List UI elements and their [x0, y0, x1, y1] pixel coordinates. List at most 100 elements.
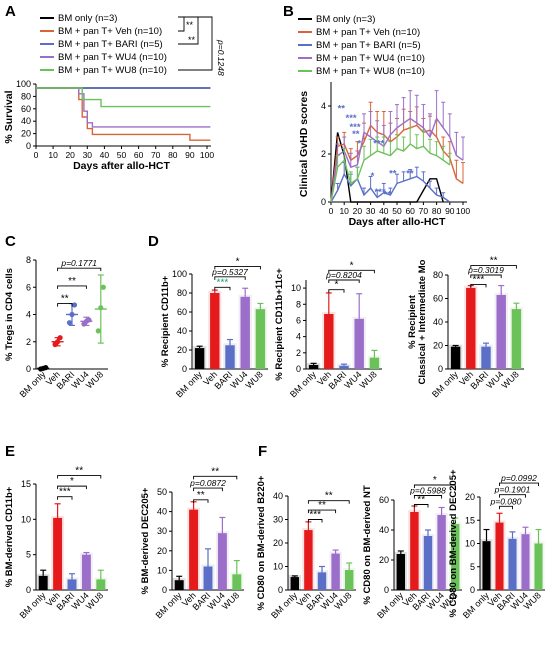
panel-c-ytick-label: 6 — [26, 282, 31, 292]
panel-f3-ytick-label: 0 — [470, 585, 475, 595]
panel-d3-bar-veh — [466, 287, 476, 369]
panel-d3-sig-label: ** — [490, 256, 498, 267]
panel-e2-ytick-label: 20 — [157, 546, 167, 556]
panel-d2-category-label: BM only — [288, 369, 318, 399]
panel-d2-sig-label: p=0.8204 — [325, 270, 362, 280]
panel-f3-sig-bracket — [499, 494, 526, 498]
panel-d1-sig-bracket — [214, 286, 231, 291]
panel-a-xtick-label: 30 — [83, 150, 93, 160]
panel-d1-ylabel-line: % Recipient CD11b+ — [160, 275, 171, 367]
panel-e1-bar-veh — [53, 517, 63, 590]
panel-b-xlabel: Days after allo-HCT — [349, 216, 446, 228]
panel-a-xtick-label: 100 — [200, 150, 214, 160]
panel-f2-sig-bracket — [413, 504, 429, 508]
panel-b-xtick-label: 0 — [329, 206, 334, 216]
panel-letter-b: B — [283, 3, 294, 20]
panel-f2-bar-bm — [396, 554, 406, 590]
panel-f3-bar-bm — [482, 541, 491, 590]
panel-b-xtick-label: 20 — [353, 206, 363, 216]
panel-b-xtick-label: 70 — [419, 206, 429, 216]
panel-d2-bar-wu8 — [369, 357, 380, 369]
panel-b-sig-star: *** — [349, 122, 360, 133]
panel-a-legend-entry-bari: BM + pan T+ BARI (n=5) — [58, 39, 163, 50]
panel-f2-ytick-label: 40 — [379, 525, 389, 535]
panel-a-xtick-label: 10 — [48, 150, 58, 160]
panel-b-sig-star: ** — [338, 104, 346, 115]
panel-d1-ytick-label: 60 — [177, 307, 187, 317]
panel-e1-sig-bracket — [57, 475, 102, 479]
panel-c-category-label: WU8 — [84, 369, 105, 390]
panel-d1-sig-label: *** — [217, 277, 229, 288]
panel-f2-ytick-label: 60 — [379, 495, 389, 505]
panel-e2-bar-wu4 — [217, 533, 227, 590]
panel-letter-c: C — [5, 233, 16, 250]
panel-f1-sig-label: *** — [309, 510, 321, 521]
panel-f1-category-label: BM only — [269, 590, 299, 620]
panel-d1-ylabel: % Recipient CD11b+ — [160, 275, 171, 367]
panel-a-legend-entry-veh: BM + pan T+ Veh (n=10) — [58, 26, 162, 37]
panel-letter-a: A — [5, 3, 16, 20]
panel-a-ytick-label: 0 — [26, 141, 31, 151]
panel-e2-bar-wu8 — [232, 574, 242, 590]
panel-c-point-wu8 — [100, 284, 106, 290]
panel-f3-category-label: BM only — [461, 590, 491, 620]
panel-e1-category-label: BM only — [18, 590, 48, 620]
panel-b-sig-star: *** — [346, 113, 357, 124]
panel-a-xtick-label: 20 — [65, 150, 75, 160]
panel-b-xtick-label: 10 — [339, 206, 349, 216]
panel-d3-ytick-label: 60 — [433, 294, 443, 304]
panel-b-legend-entry-wu4: BM + pan T+ WU4 (n=10) — [316, 53, 425, 64]
panel-e1-ytick-label: 15 — [21, 479, 31, 489]
panel-f2-sig-bracket — [413, 484, 456, 488]
panel-e1-bar-wu8 — [96, 579, 106, 590]
panel-c-point-wu8 — [95, 328, 101, 334]
panel-a-legend-entry-wu8: BM + pan T+ WU8 (n=10) — [58, 65, 167, 76]
panel-e2-ytick-label: 30 — [157, 526, 167, 536]
panel-d1-ytick-label: 40 — [177, 326, 187, 336]
panel-d2-ytick-label: 10 — [291, 283, 301, 293]
panel-c-sig-label: p=0.1771 — [60, 258, 97, 268]
panel-c-point-bari — [66, 320, 73, 326]
panel-f1-ytick-label: 20 — [273, 538, 283, 548]
panel-e2-sig-bracket — [193, 475, 238, 480]
panel-e2-bar-veh — [189, 509, 199, 590]
panel-c-point-wu4 — [86, 317, 92, 323]
panel-d2-bar-bm — [308, 364, 319, 369]
panel-a-ytick-label: 20 — [21, 129, 31, 139]
panel-b-ylabel: Clinical GvHD scores — [298, 91, 310, 197]
panel-d3-ytick-label: 40 — [433, 317, 443, 327]
panel-b-legend-entry-wu8: BM + pan T+ WU8 (n=10) — [316, 66, 425, 77]
panel-f1-bar-wu4 — [331, 553, 340, 590]
panel-d3-category-label: WU8 — [500, 369, 521, 390]
panel-d2-ytick-label: 2 — [296, 348, 301, 358]
panel-b-ytick-label: 0 — [321, 197, 326, 207]
panel-d2-sig-bracket — [328, 269, 375, 274]
panel-b-sig-star: * — [357, 138, 361, 149]
panel-e1-category-label: WU8 — [84, 590, 105, 611]
panel-c-point-wu8 — [98, 305, 104, 311]
panel-e1-ytick-label: 10 — [21, 514, 31, 524]
panel-f2-ylabel: % CD80 on BM-derived NT — [362, 485, 373, 604]
panel-b-sig-star: *** — [375, 187, 386, 198]
panel-d3-ylabel-line: % Recipient — [407, 294, 418, 349]
panel-a-ylabel-line: % Survival — [3, 90, 15, 143]
panel-a-legend-entry-wu4: BM + pan T+ WU4 (n=10) — [58, 52, 167, 63]
panel-d1-ytick-label: 100 — [172, 269, 187, 279]
panel-b-sig-star: ** — [389, 168, 397, 179]
panel-e2-category-label: WU8 — [220, 590, 241, 611]
panel-d2-ylabel-line: % Recipient CD11b+11c+ — [274, 268, 285, 381]
panel-f3-ylabel: % CD80 on BM-derived DEC205+ — [448, 469, 459, 618]
panel-e2-sig-label: ** — [211, 466, 219, 477]
panel-d1-category-label: BM only — [174, 369, 204, 399]
panel-c-category-label: BM only — [18, 369, 48, 399]
panel-f2-bar-bari — [423, 536, 433, 590]
panel-e2-ylabel-line: % BM-derived DEC205+ — [140, 487, 151, 594]
panel-b-xtick-label: 100 — [456, 206, 470, 216]
panel-b-sig-star: * — [371, 171, 375, 182]
panel-e2-ytick-label: 10 — [157, 565, 167, 575]
panel-f1-sig-label: ** — [325, 491, 333, 502]
panel-e1-sig-bracket — [57, 485, 87, 490]
panel-a-xtick-label: 70 — [151, 150, 161, 160]
